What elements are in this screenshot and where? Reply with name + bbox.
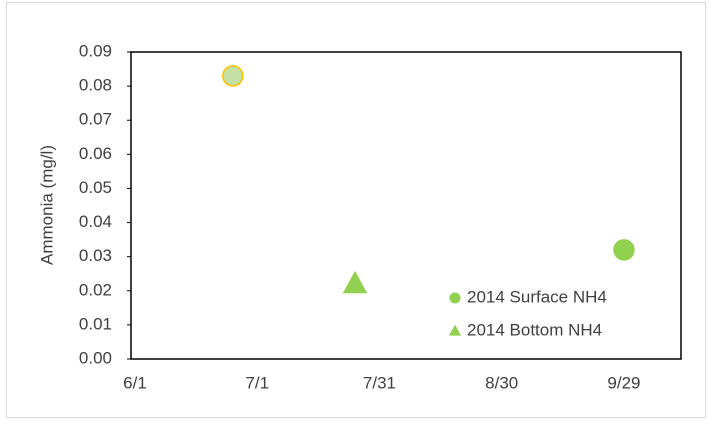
y-axis-label: Ammonia (mg/l) — [37, 145, 56, 265]
y-tick-label: 0.05 — [79, 178, 112, 197]
plot-frame — [130, 51, 682, 360]
legend-marker — [449, 292, 461, 304]
data-point — [613, 239, 635, 261]
y-tick-label: 0.00 — [79, 348, 112, 367]
x-tick-label: 6/1 — [123, 373, 147, 392]
y-tick-label: 0.02 — [79, 280, 112, 299]
y-tick-label: 0.04 — [79, 212, 112, 231]
x-tick-label: 9/29 — [607, 373, 640, 392]
data-point — [342, 270, 368, 294]
y-tick-label: 0.08 — [79, 76, 112, 95]
x-tick-label: 8/30 — [485, 373, 518, 392]
x-tick-label: 7/31 — [363, 373, 396, 392]
y-tick-label: 0.06 — [79, 144, 112, 163]
y-tick-label: 0.03 — [79, 246, 112, 265]
data-point — [222, 65, 244, 87]
legend-label: 2014 Surface NH4 — [467, 287, 607, 306]
legend-marker — [448, 324, 462, 336]
chart-frame — [6, 2, 706, 418]
y-tick-label: 0.09 — [79, 41, 112, 60]
y-tick-label: 0.07 — [79, 110, 112, 129]
y-tick-label: 0.01 — [79, 314, 112, 333]
x-tick-label: 7/1 — [245, 373, 269, 392]
legend-label: 2014 Bottom NH4 — [467, 320, 602, 339]
